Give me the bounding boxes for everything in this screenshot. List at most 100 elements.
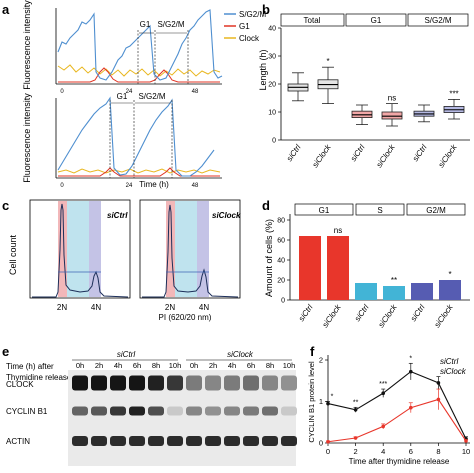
panel-e-band xyxy=(186,436,202,446)
panel-b-group-total: Total xyxy=(304,16,321,25)
panel-f-legend-clock: siClock xyxy=(440,367,467,376)
panel-c-letter: c xyxy=(2,198,9,213)
panel-f-point xyxy=(409,369,413,374)
panel-f-significance: ******* xyxy=(331,355,413,406)
panel-e-band xyxy=(91,436,107,446)
panel-e-band xyxy=(129,406,145,416)
panel-d-ytick-label: 60 xyxy=(277,238,285,245)
panel-a-ylabel-bottom: Fluorescence intensity xyxy=(22,93,32,183)
panel-e-header-line2: Thymidine release xyxy=(6,373,72,382)
panel-a-legend: S/G2/M G1 Clock xyxy=(224,10,266,43)
panel-e-band xyxy=(91,375,107,391)
panel-f-point xyxy=(326,439,330,444)
panel-d-ytick-label: 80 xyxy=(277,218,285,225)
panel-e-band xyxy=(205,406,221,416)
panel-c-ctrl-g1-region xyxy=(58,201,67,297)
panel-a-letter: a xyxy=(2,2,10,17)
panel-e-time-label: 8h xyxy=(152,361,160,370)
panel-c-clock-g2m-region xyxy=(197,201,209,297)
panel-e-band xyxy=(243,375,259,391)
panel-b-category-label: siClock xyxy=(374,142,397,169)
panel-b-category-label: siCtrl xyxy=(349,143,367,163)
panel-f-series-line xyxy=(327,398,467,443)
panel-e-band xyxy=(110,375,126,391)
panel-a-top-clock-trace xyxy=(57,64,221,77)
panel-a-bottom-tick-24: 24 xyxy=(126,183,133,189)
panel-e-band xyxy=(243,436,259,446)
panel-e-header-line1: Time (h) after xyxy=(6,362,54,371)
panel-b-yticks: 0 10 20 30 40 xyxy=(268,26,281,145)
panel-c-xlabel: PI (620/20 nm) xyxy=(159,313,212,322)
panel-e-band xyxy=(281,436,297,446)
panel-a: a Fluorescence intensity Fluorescence in… xyxy=(2,0,266,189)
panel-b-category-labels: siCtrl siClock siCtrl siClock siCtrl siClock xyxy=(285,142,459,169)
panel-d-category-label: siClock xyxy=(432,302,455,329)
panel-d-ylabel: Amount of cells (%) xyxy=(264,219,274,297)
panel-d-bar xyxy=(439,280,461,300)
panel-f-ytick-label: 0 xyxy=(319,439,323,448)
panel-d-significance-label: ** xyxy=(391,276,397,285)
panel-f-point xyxy=(381,424,386,429)
panel-f-series-line xyxy=(327,370,467,440)
panel-e-band xyxy=(262,406,278,416)
panel-d-category-label: siCtrl xyxy=(353,303,371,323)
panel-a-bottom-sg2m-trace xyxy=(57,96,215,177)
panel-a-top-marker-g1: G1 xyxy=(140,20,151,29)
panel-e-band xyxy=(262,375,278,391)
panel-f-point xyxy=(464,439,468,443)
panel-f-letter: f xyxy=(310,344,315,359)
panel-f-xtick-label: 6 xyxy=(409,447,413,456)
panel-e-time-label: 10h xyxy=(169,361,182,370)
panel-c-ctrl-histogram xyxy=(32,203,129,298)
panel-d-category-label: siCtrl xyxy=(409,303,427,323)
panel-a-bottom-marker-g1: G1 xyxy=(117,92,128,101)
panel-e-time-label: 2h xyxy=(95,361,103,370)
panel-e-band xyxy=(72,436,88,446)
panel-e-band xyxy=(72,375,88,391)
panel-c-clock-tick-4n: 4N xyxy=(199,303,209,312)
panel-d-significance-label: * xyxy=(448,270,451,279)
panel-e-row-actin: ACTIN xyxy=(6,437,30,446)
panel-f-point xyxy=(436,381,441,385)
legend-label-clock: Clock xyxy=(239,34,260,43)
panel-f-significance-label: * xyxy=(409,355,412,362)
panel-a-bottom-tick-labels: 0 24 48 xyxy=(60,183,199,189)
panel-d-ytick-label: 40 xyxy=(277,258,285,265)
panel-c-ylabel: Cell count xyxy=(8,234,18,275)
panel-b-letter: b xyxy=(262,2,270,17)
panel-b-ytick-label: 30 xyxy=(268,54,276,61)
panel-b-ytick-label: 10 xyxy=(268,110,276,117)
panel-c-ctrl-g2m-region xyxy=(89,201,101,297)
panel-f-ytick-label: 2 xyxy=(319,356,323,365)
panel-d-significance: ns*** xyxy=(334,226,452,285)
panel-e-time-label: 4h xyxy=(228,361,236,370)
panel-d-category-labels: siCtrl siClock siCtrl siClock siCtrl siClock xyxy=(297,302,455,329)
panel-c-clock-tick-2n: 2N xyxy=(165,303,175,312)
panel-d-bars xyxy=(299,236,461,300)
panel-a-top-g1-trace xyxy=(58,67,220,83)
panel-e-time-label: 2h xyxy=(209,361,217,370)
panel-e-time-label: 4h xyxy=(114,361,122,370)
panel-e-time-label: 6h xyxy=(247,361,255,370)
box-body xyxy=(381,111,403,120)
panel-e-band xyxy=(148,375,164,391)
panel-b-ytick-label: 40 xyxy=(268,26,276,33)
panel-e-band xyxy=(129,436,145,446)
panel-e: e Time (h) after Thymidine release siCtr… xyxy=(2,344,297,466)
panel-f-point xyxy=(381,391,386,396)
panel-c-ctrl-tick-2n: 2N xyxy=(57,303,67,312)
panel-a-bottom-tick-0: 0 xyxy=(60,183,64,189)
panel-c-clock-g1-region xyxy=(166,201,175,297)
panel-d-group-g1: G1 xyxy=(319,206,330,215)
panel-e-band xyxy=(148,436,164,446)
panel-c-label-clock: siClock xyxy=(212,211,241,220)
panel-b-category-label: siClock xyxy=(310,142,333,169)
panel-e-time-label: 0h xyxy=(190,361,198,370)
panel-a-bottom-g1-trace xyxy=(58,167,220,177)
panel-f-xtick-label: 8 xyxy=(436,447,440,456)
panel-f-xtick-label: 4 xyxy=(381,447,385,456)
panel-e-band xyxy=(129,375,145,391)
panel-b-significance-label: * xyxy=(326,57,329,66)
panel-b-group-box-total xyxy=(280,13,345,27)
